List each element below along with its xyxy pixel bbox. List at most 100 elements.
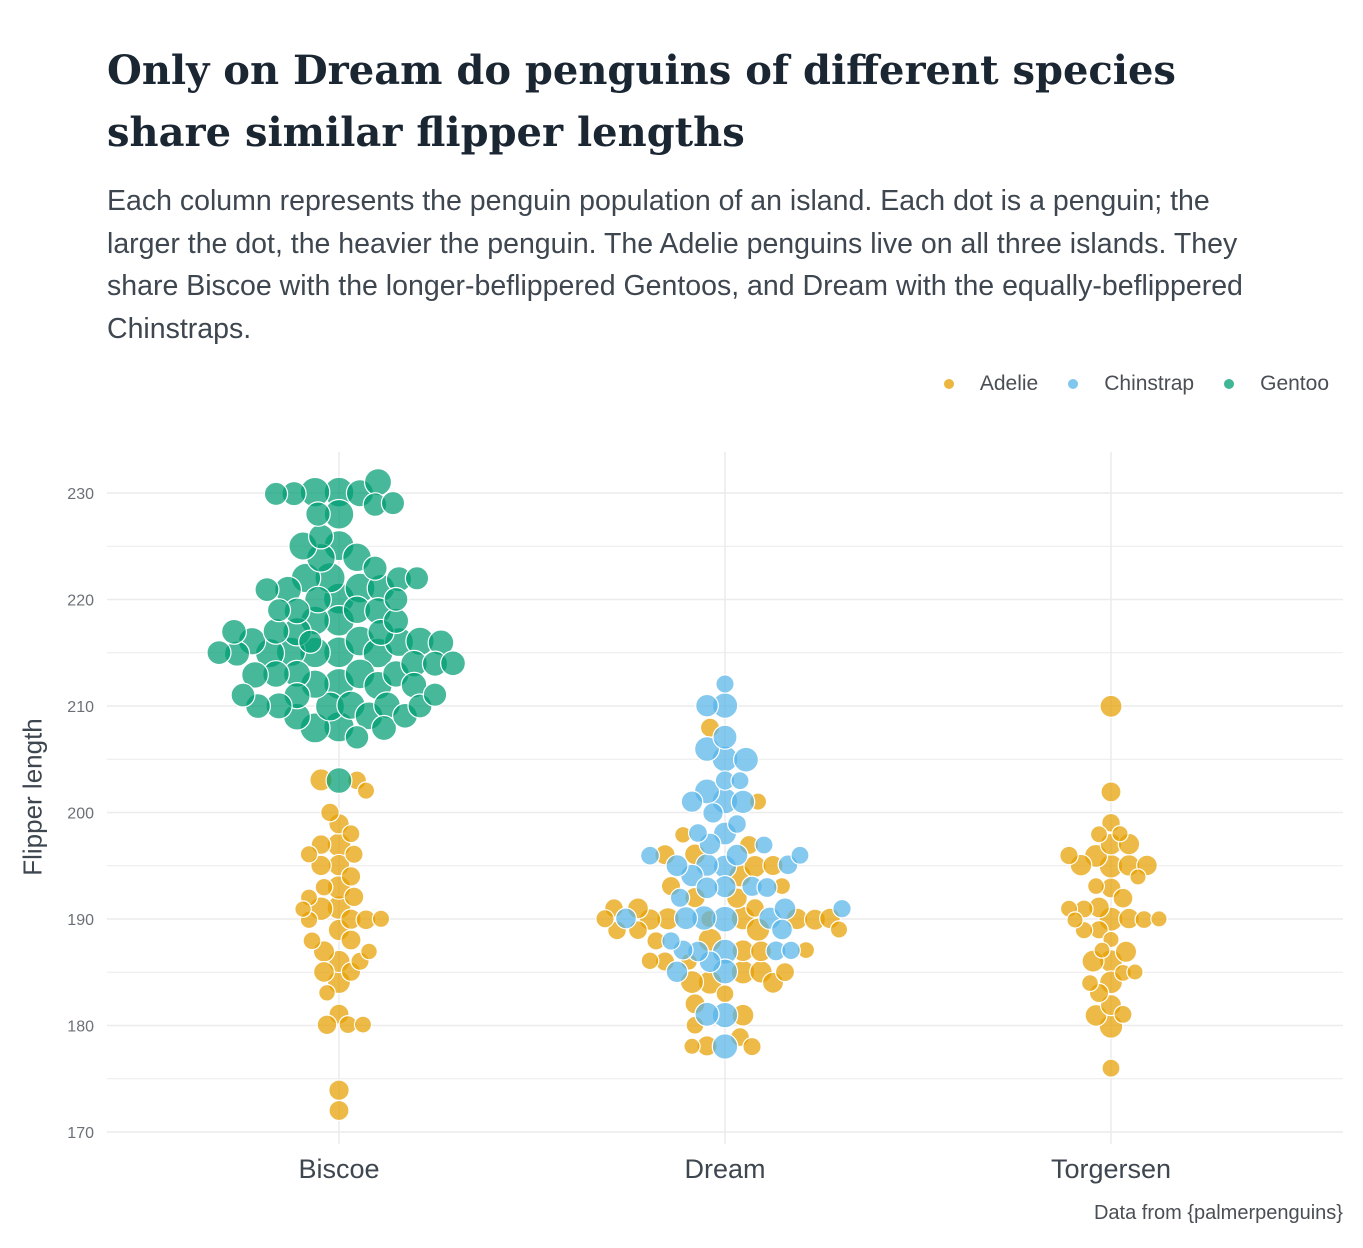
penguin-point-chinstrap [665,854,689,878]
y-tick-label: 220 [67,593,94,610]
legend-item-chinstrap: Chinstrap [1068,372,1194,396]
penguin-point-adelie [1086,877,1105,896]
penguin-point-chinstrap [712,724,738,750]
penguin-point-adelie [1112,887,1134,909]
penguin-point-adelie [1101,1058,1121,1078]
penguin-point-chinstrap [730,789,756,815]
penguin-point-gentoo [230,682,256,708]
legend-label-gentoo: Gentoo [1260,372,1329,395]
penguin-point-gentoo [363,468,393,497]
legend-label-adelie: Adelie [979,372,1039,395]
chart-title: Only on Dream do penguins of different s… [107,47,1176,156]
penguin-point-chinstrap [715,674,735,694]
y-tick-label: 230 [67,486,94,503]
penguin-point-chinstrap [669,887,691,909]
penguin-point-adelie [302,931,322,951]
penguin-point-gentoo [370,714,398,742]
legend: Adelie Chinstrap Gentoo [914,372,1329,396]
penguin-point-gentoo [325,766,353,794]
penguin-point-gentoo [404,566,430,591]
penguin-point-adelie [742,1036,762,1057]
penguin-point-adelie [1114,940,1138,964]
penguin-point-gentoo [440,650,467,677]
y-axis-ticks: 170 180 190 200 210 220 230 [67,486,94,1142]
penguin-point-adelie [340,929,362,951]
penguin-point-adelie [1129,868,1147,886]
penguin-point-chinstrap [754,835,774,855]
penguin-point-adelie [294,900,312,918]
penguin-point-gentoo [422,682,448,707]
penguin-point-adelie [1089,825,1109,844]
legend-swatch-adelie [943,379,954,389]
penguin-point-chinstrap [770,918,793,941]
caption: Data from {palmerpenguins} [1093,1202,1343,1224]
penguin-point-adelie [683,1037,701,1056]
legend-swatch-gentoo [1224,379,1235,389]
penguin-point-adelie [356,781,376,800]
penguin-point-gentoo [362,555,388,581]
penguin-point-chinstrap [790,845,810,865]
x-tick-label: Biscoe [298,1154,379,1184]
penguin-point-gentoo [254,576,280,603]
penguin-point-adelie [313,960,336,983]
x-axis-ticks: Biscoe Dream Torgersen [298,1154,1171,1184]
penguin-point-chinstrap [694,1001,720,1027]
penguin-point-chinstrap [756,876,778,899]
penguin-point-adelie [343,886,365,908]
penguin-point-chinstrap [702,802,724,824]
penguin-point-gentoo [383,586,409,612]
penguin-point-chinstrap [730,771,750,791]
penguin-point-adelie [318,983,336,1002]
penguin-point-gentoo [344,724,370,750]
penguin-point-chinstrap [725,843,749,867]
chart-subtitle: Each column represents the penguin popul… [107,185,1243,345]
x-tick-label: Dream [684,1154,765,1184]
penguin-point-gentoo [241,661,269,689]
y-tick-label: 200 [67,806,94,823]
penguin-point-gentoo [263,481,289,507]
penguin-point-adelie [774,961,796,983]
penguin-point-chinstrap [781,940,801,961]
penguin-point-adelie [360,942,378,961]
penguin-point-adelie [316,1014,338,1036]
penguin-point-adelie [320,802,340,823]
penguin-point-chinstrap [665,960,689,984]
data-points [206,468,1168,1122]
y-tick-label: 170 [67,1125,94,1142]
penguin-point-adelie [314,877,334,897]
penguin-point-adelie [1066,911,1084,929]
legend-item-adelie: Adelie [943,372,1039,396]
penguin-point-adelie [1126,963,1144,981]
penguin-point-adelie [340,866,362,887]
y-tick-label: 190 [67,912,94,929]
penguin-point-adelie [299,844,319,864]
penguin-point-adelie [1099,694,1123,718]
penguin-point-chinstrap [695,693,719,718]
penguin-point-adelie [371,909,391,929]
penguin-point-gentoo [305,501,331,527]
penguin-point-adelie [1059,845,1079,866]
penguin-point-chinstrap [693,735,720,762]
legend-item-gentoo: Gentoo [1224,372,1329,396]
penguin-point-adelie [1111,825,1129,843]
penguin-point-adelie [715,984,735,1004]
y-tick-label: 210 [67,699,94,716]
penguin-point-adelie [1150,910,1168,928]
penguin-point-adelie [1113,1004,1133,1025]
penguin-point-adelie [640,951,660,971]
penguin-point-chinstrap [639,845,660,866]
penguin-point-adelie [328,1099,350,1122]
penguin-point-gentoo [308,523,335,550]
penguin-point-adelie [1134,910,1154,930]
penguin-point-adelie [829,920,849,939]
penguin-point-gentoo [380,490,406,516]
penguin-point-adelie [595,909,615,929]
penguin-point-adelie [341,824,361,844]
penguin-point-adelie [328,1079,350,1101]
penguin-point-gentoo [262,617,290,645]
penguin-point-gentoo [206,639,232,666]
x-tick-label: Torgersen [1051,1154,1171,1184]
legend-swatch-chinstrap [1068,379,1079,389]
penguin-point-adelie [1100,781,1122,803]
penguin-point-chinstrap [773,897,797,921]
